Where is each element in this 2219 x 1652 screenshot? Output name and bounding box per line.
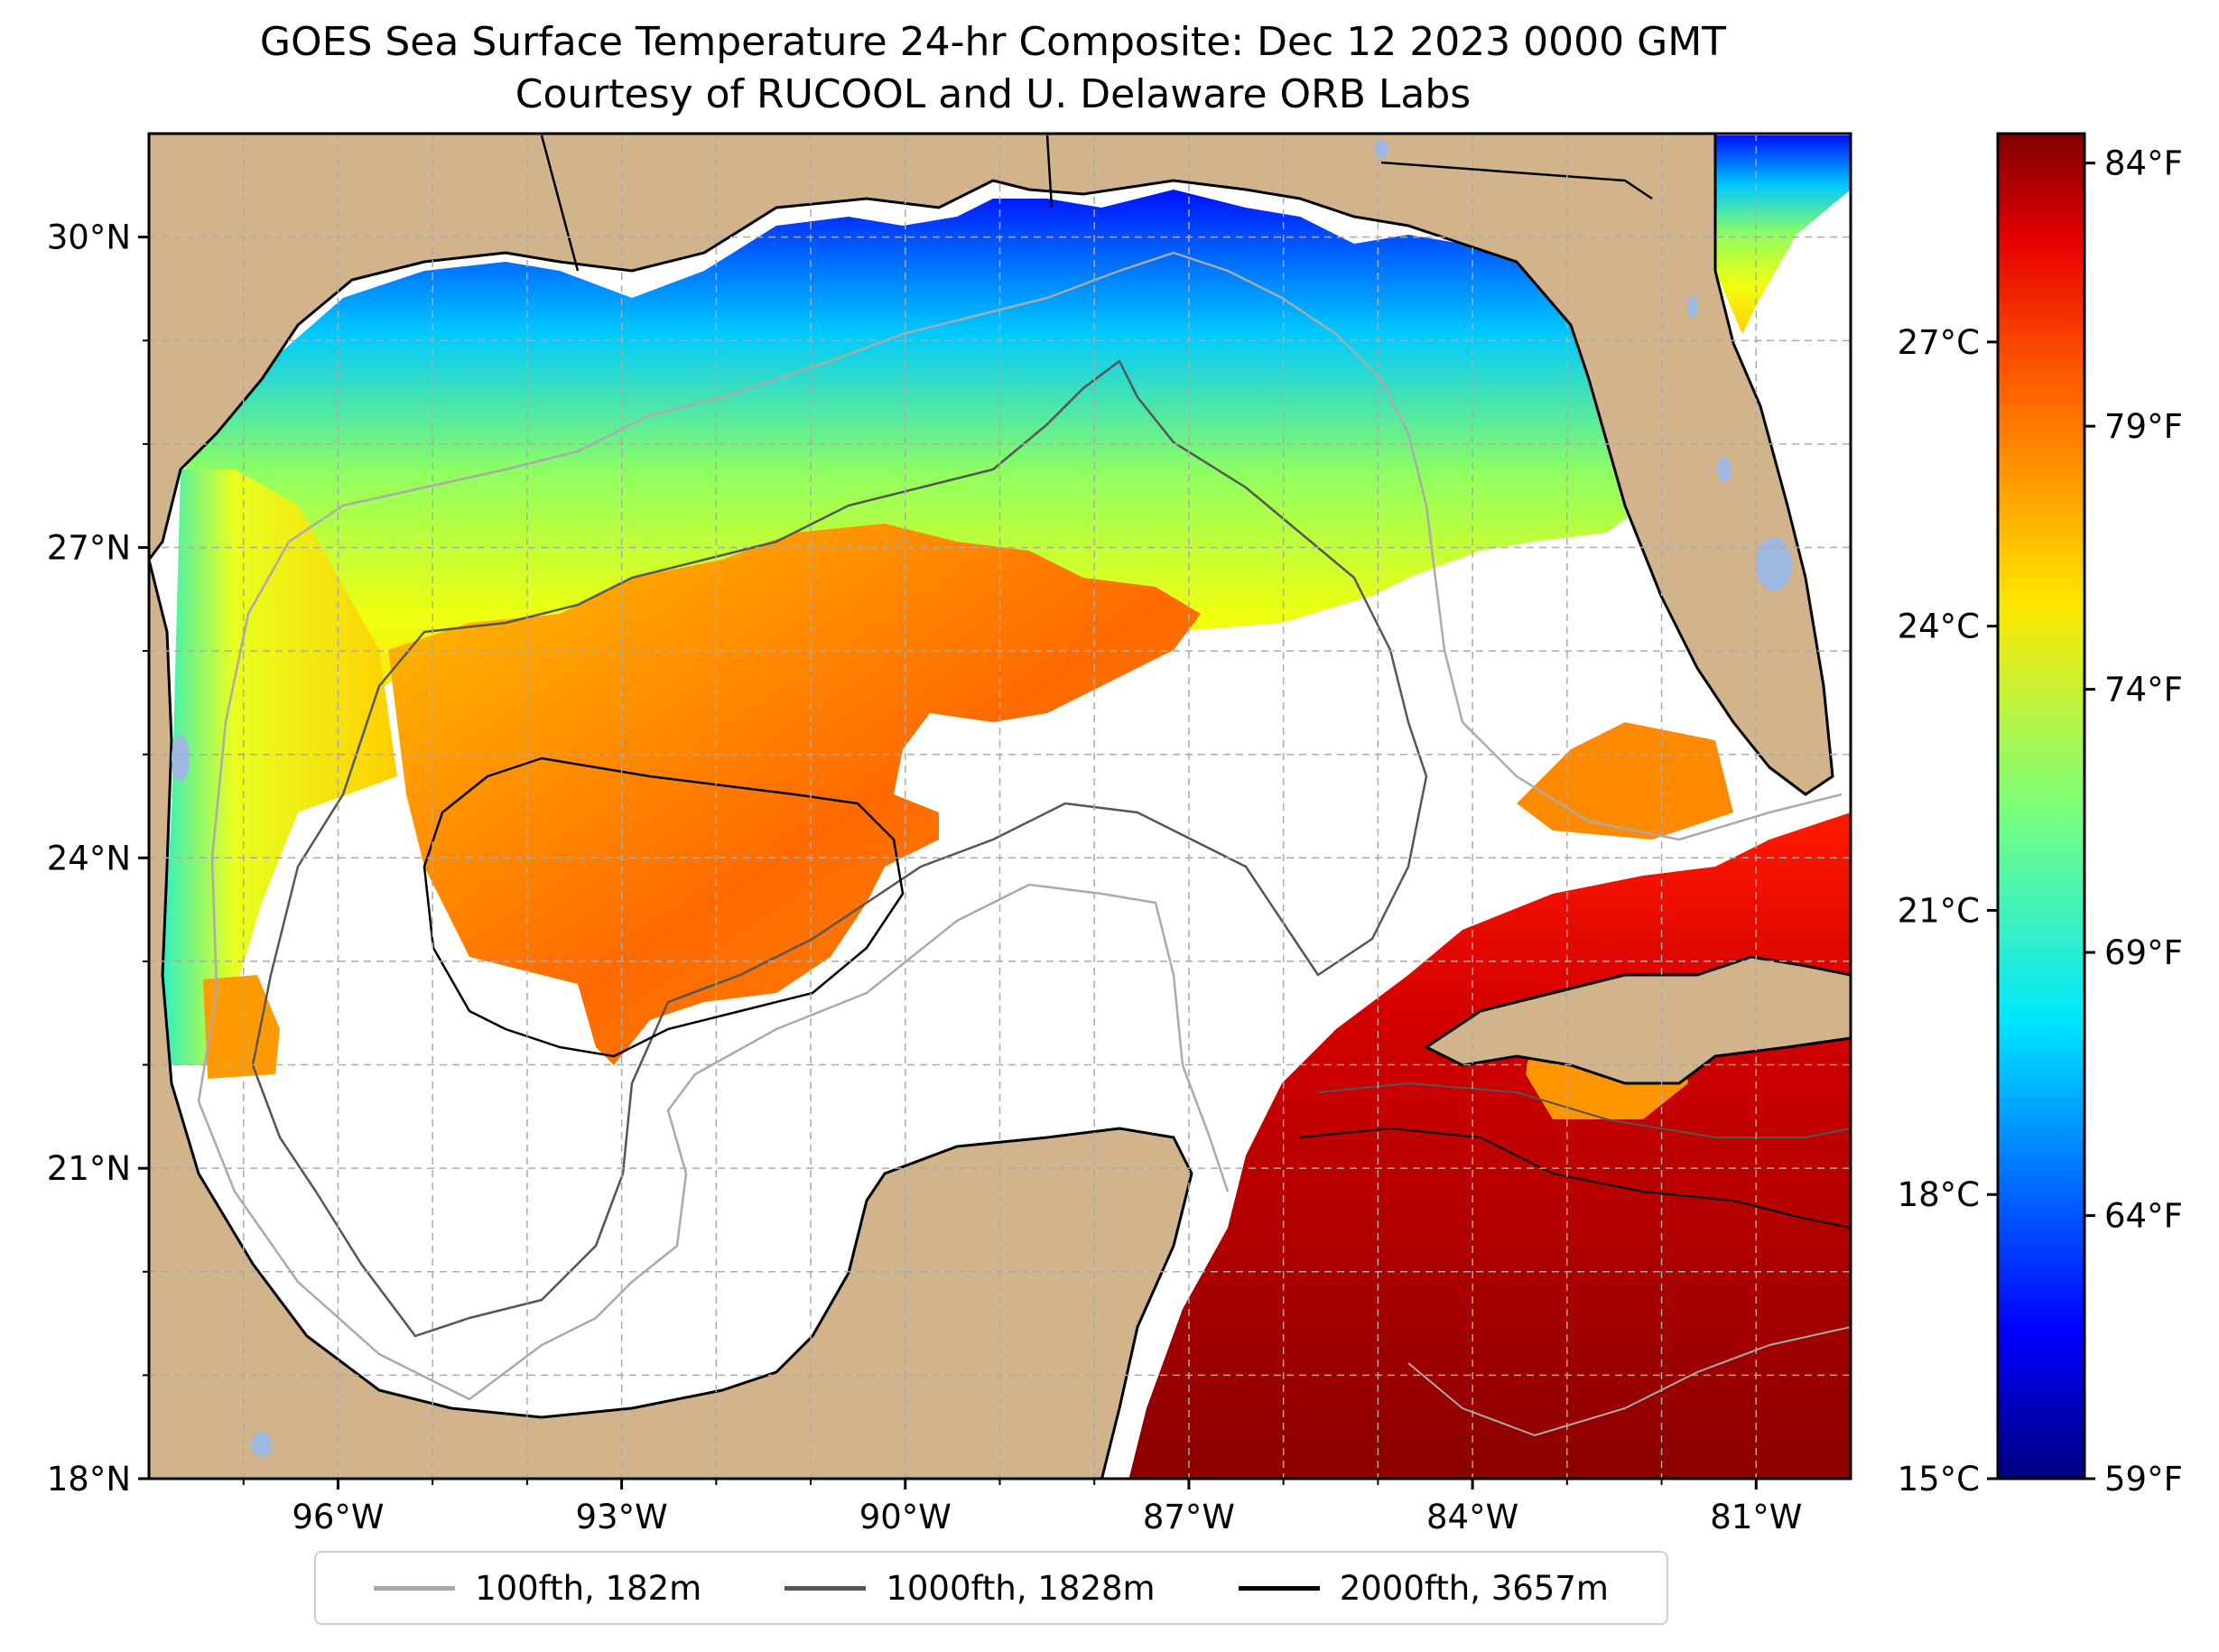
fahrenheit-tick-label: 74°F [2104,671,2183,710]
contour-100fth-carib [1407,1326,1851,1436]
colorbar [1996,132,2086,1480]
celsius-tick-label: 24°C [1898,608,1980,646]
lat-tick-label: 21°N [47,1149,131,1188]
legend-label-100fth: 100fth, 182m [475,1568,702,1608]
map-area [149,134,1851,1479]
contour-100fth [197,251,1843,1102]
fahrenheit-tick-label: 64°F [2104,1197,2183,1236]
sst-atlantic-strip [1715,135,1851,334]
lat-tick-label: 18°N [47,1460,131,1499]
land-us-gulf-coast [149,134,1834,796]
contour-2000fth-carib [1299,1128,1851,1229]
contour-100fth-yucatan [197,883,1230,1401]
contour-1000fth-carib [1317,1082,1851,1138]
lon-tick-label: 96°W [292,1498,384,1536]
lon-tick-label: 93°W [576,1498,668,1536]
lat-tick-label: 27°N [47,528,131,567]
legend-swatch-1000fth [785,1585,867,1591]
lat-tick-label: 24°N [47,839,131,877]
fahrenheit-tick-label: 69°F [2104,933,2183,972]
celsius-tick-label: 27°C [1898,323,1980,362]
contour-1000fth [251,359,1428,1338]
legend-swatch-100fth [374,1585,456,1591]
bathymetry-contours [197,251,1851,1436]
state-borders [540,135,1653,272]
legend-item-2000fth: 2000fth, 3657m [1238,1568,1609,1608]
legend-swatch-2000fth [1238,1585,1320,1591]
fahrenheit-tick-label: 84°F [2104,144,2183,183]
land-cuba [1424,955,1851,1085]
legend-item-100fth: 100fth, 182m [374,1569,701,1608]
lon-tick-label: 87°W [1143,1498,1235,1536]
legend: 100fth, 182m 1000fth, 1828m 2000fth, 365… [314,1551,1668,1625]
lon-tick-label: 81°W [1710,1498,1802,1536]
map-title: GOES Sea Surface Temperature 24-hr Compo… [259,19,1727,65]
legend-label-2000fth: 2000fth, 3657m [1339,1568,1609,1608]
legend-item-1000fth: 1000fth, 1828m [785,1568,1156,1608]
map-subtitle: Courtesy of RUCOOL and U. Delaware ORB L… [515,71,1472,117]
gridlines [149,134,1851,1479]
contour-2000fth [422,756,905,1058]
colorbar-celsius-axis: 27°C 24°C 21°C 18°C 15°C [1898,323,1998,1499]
fahrenheit-tick-label: 59°F [2104,1460,2183,1499]
lat-tick-label: 30°N [47,218,131,257]
longitude-axis: 96°W 93°W 90°W 87°W 84°W 81°W [242,1479,1802,1536]
celsius-tick-label: 21°C [1898,891,1980,930]
land-mexico [149,559,1193,1479]
colorbar-fahrenheit-axis: 84°F 79°F 74°F 69°F 64°F 59°F [2084,144,2183,1499]
fahrenheit-tick-label: 79°F [2104,407,2183,446]
land [149,134,1851,1479]
lakes [172,140,1792,1457]
celsius-tick-label: 18°C [1898,1175,1980,1214]
celsius-tick-label: 15°C [1898,1460,1980,1499]
latitude-axis: 30°N 27°N 24°N 21°N 18°N [47,218,149,1499]
sst-southwest-patch [203,975,280,1079]
lon-tick-label: 90°W [859,1498,952,1536]
legend-label-1000fth: 1000fth, 1828m [886,1568,1156,1608]
lon-tick-label: 84°W [1426,1498,1518,1536]
